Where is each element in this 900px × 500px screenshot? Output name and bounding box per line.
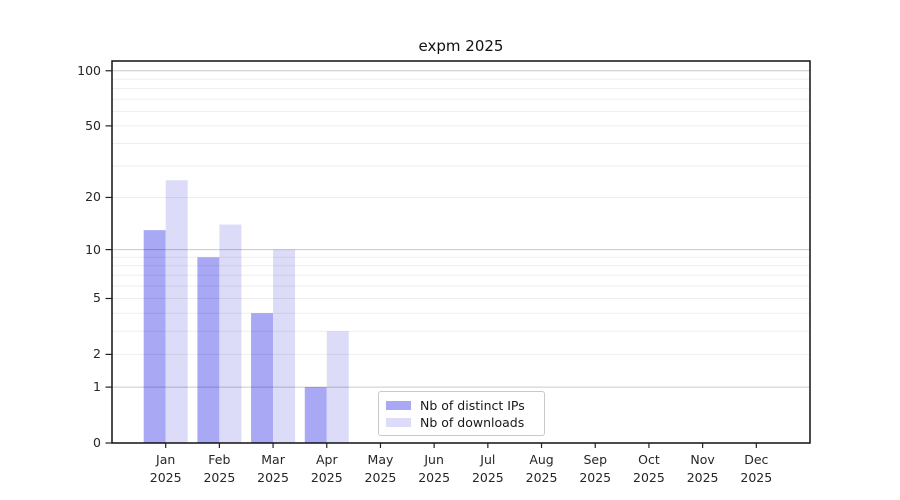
x-tick-label-mar: Mar 2025 [243,451,303,486]
x-tick-label-aug: Aug 2025 [512,451,572,486]
legend: Nb of distinct IPs Nb of downloads [378,391,545,436]
y-tick-label-2: 2 [93,346,101,362]
x-tick-year: 2025 [203,469,236,485]
chart-title: expm 2025 [418,37,504,55]
x-tick-label-jun: Jun 2025 [404,451,464,486]
x-tick-label-feb: Feb 2025 [189,451,249,486]
x-tick-label-jul: Jul 2025 [458,451,518,486]
y-tick-label-1: 1 [93,379,101,395]
x-tick-year: 2025 [257,469,289,485]
x-tick-month: Dec [744,452,769,467]
x-tick-month: Nov [690,452,715,467]
y-tick-label-0: 0 [93,435,101,450]
legend-swatch-downloads [386,417,411,428]
bar-distinct-ips-feb [197,257,220,443]
x-tick-label-nov: Nov 2025 [673,451,733,486]
x-tick-year: 2025 [633,469,665,485]
x-tick-month: Oct [638,452,660,467]
y-tick-label-50: 50 [85,117,101,133]
x-tick-year: 2025 [418,469,451,485]
legend-item-downloads: Nb of downloads [386,414,544,431]
axes-frame [111,60,811,444]
x-tick-month: Mar [261,452,285,467]
bar-distinct-ips-apr [304,387,327,443]
x-tick-month: May [367,452,394,467]
x-tick-year: 2025 [364,469,397,485]
x-tick-year: 2025 [740,469,773,485]
bar-distinct-ips-mar [251,313,274,443]
x-tick-label-apr: Apr 2025 [297,451,357,486]
x-tick-label-oct: Oct 2025 [619,451,679,486]
x-tick-month: Jan [156,452,176,467]
legend-item-distinct-ips: Nb of distinct IPs [386,397,544,414]
x-tick-year: 2025 [471,469,504,485]
bar-downloads-feb [219,224,242,443]
y-tick-label-10: 10 [85,241,101,257]
legend-label-downloads: Nb of downloads [420,415,525,430]
x-tick-month: Jul [480,452,496,467]
bar-downloads-jan [165,180,188,443]
x-tick-label-dec: Dec 2025 [726,451,786,486]
x-tick-year: 2025 [579,469,612,485]
x-tick-month: Jun [424,452,444,467]
x-tick-label-may: May 2025 [350,451,410,486]
bar-downloads-apr [326,331,349,443]
bar-downloads-mar [273,249,296,443]
y-tick-label-100: 100 [77,62,101,78]
x-tick-year: 2025 [149,469,182,485]
bar-distinct-ips-jan [143,230,166,443]
legend-label-distinct-ips: Nb of distinct IPs [420,398,525,413]
x-tick-month: Aug [529,452,554,467]
x-tick-month: Feb [208,452,231,467]
y-tick-label-5: 5 [93,290,101,306]
x-tick-year: 2025 [525,469,558,485]
x-tick-year: 2025 [310,469,343,485]
x-tick-month: Sep [583,452,607,467]
x-tick-month: Apr [315,452,338,467]
x-tick-year: 2025 [686,469,719,485]
legend-swatch-distinct-ips [386,400,411,411]
y-tick-label-20: 20 [85,189,101,205]
x-tick-label-sep: Sep 2025 [565,451,625,486]
x-tick-label-jan: Jan 2025 [136,451,196,486]
